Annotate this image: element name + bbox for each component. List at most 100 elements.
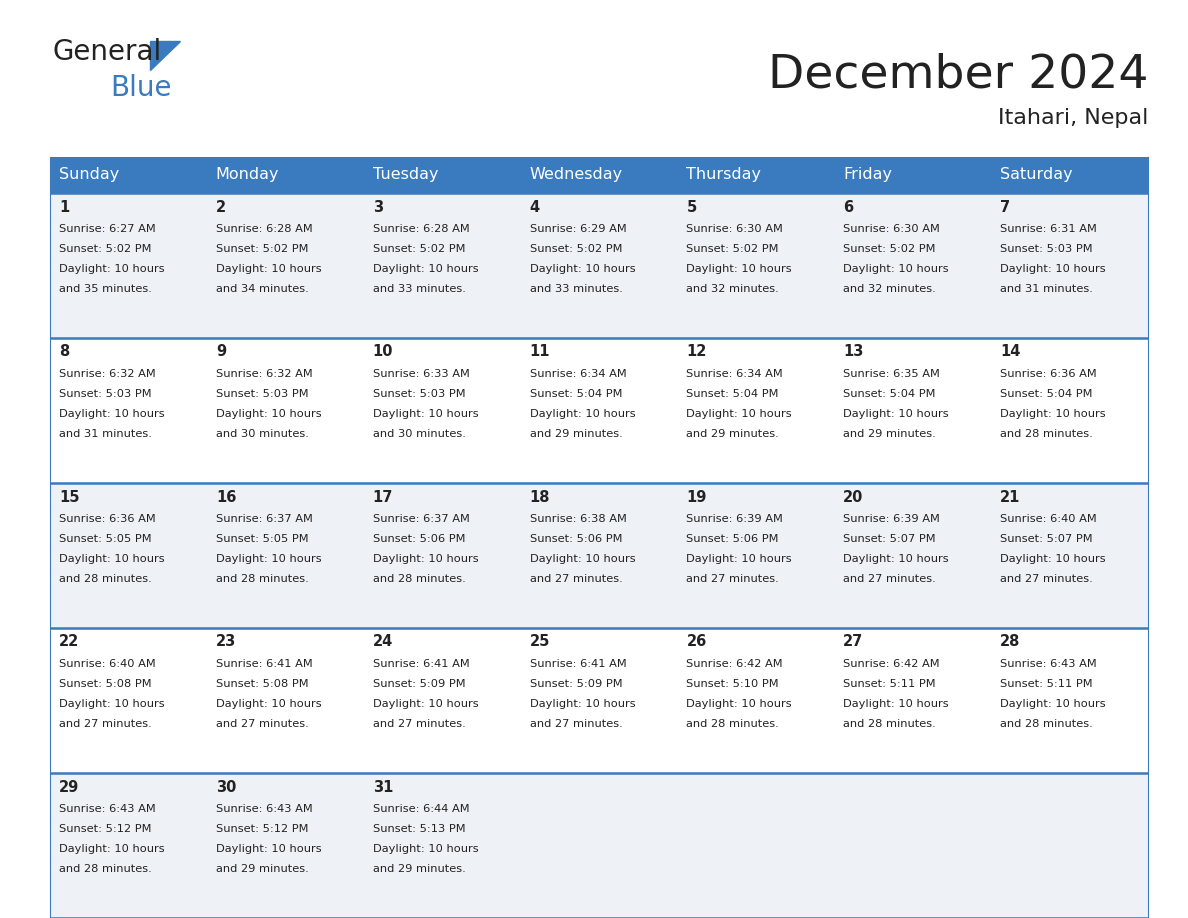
Text: and 34 minutes.: and 34 minutes. [216, 284, 309, 294]
Text: Sunset: 5:07 PM: Sunset: 5:07 PM [1000, 534, 1093, 544]
Text: 1: 1 [59, 199, 69, 215]
Text: Sunrise: 6:44 AM: Sunrise: 6:44 AM [373, 804, 469, 814]
Text: Wednesday: Wednesday [530, 167, 623, 183]
Text: Sunset: 5:08 PM: Sunset: 5:08 PM [59, 679, 152, 689]
Text: Daylight: 10 hours: Daylight: 10 hours [216, 844, 322, 854]
Text: Sunrise: 6:30 AM: Sunrise: 6:30 AM [843, 224, 940, 234]
Text: Sunset: 5:02 PM: Sunset: 5:02 PM [373, 244, 466, 254]
Text: and 27 minutes.: and 27 minutes. [59, 719, 152, 729]
Bar [50, 483, 1148, 628]
Bar [50, 157, 207, 193]
Text: Daylight: 10 hours: Daylight: 10 hours [373, 264, 479, 274]
Text: 4: 4 [530, 199, 539, 215]
Text: 5: 5 [687, 199, 696, 215]
Text: Daylight: 10 hours: Daylight: 10 hours [1000, 699, 1106, 709]
Text: Daylight: 10 hours: Daylight: 10 hours [59, 409, 165, 419]
Text: Daylight: 10 hours: Daylight: 10 hours [1000, 554, 1106, 564]
Text: Sunset: 5:06 PM: Sunset: 5:06 PM [373, 534, 466, 544]
Bar [834, 157, 991, 193]
Text: 3: 3 [373, 199, 383, 215]
Text: and 30 minutes.: and 30 minutes. [373, 429, 466, 439]
Text: Sunrise: 6:39 AM: Sunrise: 6:39 AM [843, 514, 940, 524]
Text: and 27 minutes.: and 27 minutes. [373, 719, 466, 729]
Text: Sunrise: 6:41 AM: Sunrise: 6:41 AM [373, 659, 469, 669]
Text: 19: 19 [687, 489, 707, 505]
Text: Daylight: 10 hours: Daylight: 10 hours [687, 409, 792, 419]
Text: 15: 15 [59, 489, 80, 505]
Text: and 27 minutes.: and 27 minutes. [687, 574, 779, 584]
Text: and 28 minutes.: and 28 minutes. [59, 864, 152, 874]
Text: Sunset: 5:02 PM: Sunset: 5:02 PM [59, 244, 152, 254]
Text: 20: 20 [843, 489, 864, 505]
Text: and 28 minutes.: and 28 minutes. [216, 574, 309, 584]
Text: 14: 14 [1000, 344, 1020, 360]
Text: Daylight: 10 hours: Daylight: 10 hours [1000, 409, 1106, 419]
Text: Sunrise: 6:33 AM: Sunrise: 6:33 AM [373, 369, 469, 379]
Text: Sunset: 5:04 PM: Sunset: 5:04 PM [687, 389, 779, 399]
Text: Daylight: 10 hours: Daylight: 10 hours [530, 699, 636, 709]
Text: Sunset: 5:11 PM: Sunset: 5:11 PM [843, 679, 936, 689]
Text: Daylight: 10 hours: Daylight: 10 hours [687, 699, 792, 709]
Text: Sunrise: 6:43 AM: Sunrise: 6:43 AM [216, 804, 312, 814]
Text: Daylight: 10 hours: Daylight: 10 hours [843, 409, 949, 419]
Bar [207, 157, 364, 193]
Text: Sunset: 5:03 PM: Sunset: 5:03 PM [216, 389, 309, 399]
Text: and 35 minutes.: and 35 minutes. [59, 284, 152, 294]
Text: Sunset: 5:07 PM: Sunset: 5:07 PM [843, 534, 936, 544]
Text: 7: 7 [1000, 199, 1010, 215]
Text: and 27 minutes.: and 27 minutes. [843, 574, 936, 584]
Text: Sunrise: 6:28 AM: Sunrise: 6:28 AM [216, 224, 312, 234]
Text: 21: 21 [1000, 489, 1020, 505]
Text: and 33 minutes.: and 33 minutes. [530, 284, 623, 294]
Text: Sunday: Sunday [59, 167, 119, 183]
Text: Sunset: 5:10 PM: Sunset: 5:10 PM [687, 679, 779, 689]
Text: Sunrise: 6:28 AM: Sunrise: 6:28 AM [373, 224, 469, 234]
Text: Sunrise: 6:32 AM: Sunrise: 6:32 AM [216, 369, 312, 379]
Text: and 27 minutes.: and 27 minutes. [216, 719, 309, 729]
Text: Sunrise: 6:36 AM: Sunrise: 6:36 AM [1000, 369, 1097, 379]
Text: Sunset: 5:09 PM: Sunset: 5:09 PM [373, 679, 466, 689]
Text: 12: 12 [687, 344, 707, 360]
Text: Sunset: 5:04 PM: Sunset: 5:04 PM [1000, 389, 1093, 399]
Text: Daylight: 10 hours: Daylight: 10 hours [373, 844, 479, 854]
Text: Sunset: 5:02 PM: Sunset: 5:02 PM [530, 244, 623, 254]
Text: Daylight: 10 hours: Daylight: 10 hours [843, 264, 949, 274]
Text: Daylight: 10 hours: Daylight: 10 hours [216, 554, 322, 564]
Bar [520, 157, 677, 193]
Text: and 28 minutes.: and 28 minutes. [373, 574, 466, 584]
Text: 23: 23 [216, 634, 236, 650]
Text: Daylight: 10 hours: Daylight: 10 hours [373, 554, 479, 564]
Text: Monday: Monday [216, 167, 279, 183]
Text: Sunrise: 6:42 AM: Sunrise: 6:42 AM [687, 659, 783, 669]
Text: 10: 10 [373, 344, 393, 360]
Text: Sunrise: 6:31 AM: Sunrise: 6:31 AM [1000, 224, 1097, 234]
Text: Sunset: 5:04 PM: Sunset: 5:04 PM [530, 389, 623, 399]
Text: 9: 9 [216, 344, 226, 360]
Text: and 32 minutes.: and 32 minutes. [843, 284, 936, 294]
Text: Daylight: 10 hours: Daylight: 10 hours [216, 699, 322, 709]
Bar [50, 193, 1148, 338]
Text: and 28 minutes.: and 28 minutes. [687, 719, 779, 729]
Text: Sunset: 5:09 PM: Sunset: 5:09 PM [530, 679, 623, 689]
Text: Sunset: 5:11 PM: Sunset: 5:11 PM [1000, 679, 1093, 689]
Text: 31: 31 [373, 779, 393, 794]
Text: Sunset: 5:12 PM: Sunset: 5:12 PM [216, 824, 309, 834]
Text: Itahari, Nepal: Itahari, Nepal [998, 108, 1148, 128]
Text: 2: 2 [216, 199, 226, 215]
Bar [677, 157, 834, 193]
Text: Daylight: 10 hours: Daylight: 10 hours [1000, 264, 1106, 274]
Text: Sunset: 5:02 PM: Sunset: 5:02 PM [216, 244, 309, 254]
Text: and 32 minutes.: and 32 minutes. [687, 284, 779, 294]
Text: and 29 minutes.: and 29 minutes. [216, 864, 309, 874]
Text: 6: 6 [843, 199, 853, 215]
Bar [364, 157, 520, 193]
Text: Sunrise: 6:43 AM: Sunrise: 6:43 AM [59, 804, 156, 814]
Text: Daylight: 10 hours: Daylight: 10 hours [59, 264, 165, 274]
Text: 8: 8 [59, 344, 69, 360]
Bar [991, 157, 1148, 193]
Text: Saturday: Saturday [1000, 167, 1073, 183]
Text: and 28 minutes.: and 28 minutes. [843, 719, 936, 729]
Text: Sunset: 5:12 PM: Sunset: 5:12 PM [59, 824, 152, 834]
Text: 30: 30 [216, 779, 236, 794]
Text: and 28 minutes.: and 28 minutes. [1000, 429, 1093, 439]
